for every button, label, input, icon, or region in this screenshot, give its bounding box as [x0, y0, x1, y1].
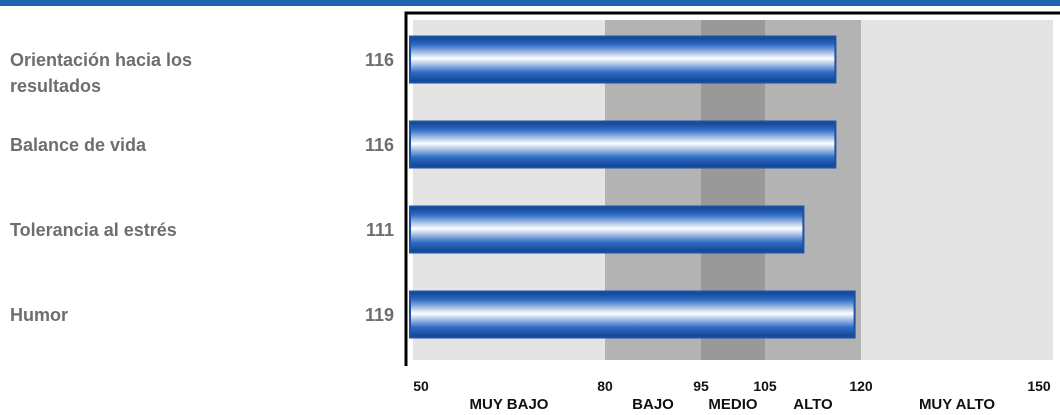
tick-label: 80 — [597, 378, 613, 394]
tick-label: 120 — [849, 378, 873, 394]
category-label: Balance de vida — [10, 134, 147, 155]
tick-label: 50 — [413, 378, 429, 394]
category-label: Orientación hacia los resultados — [10, 49, 193, 96]
zone-label: MUY BAJO — [469, 396, 549, 413]
zone-label: BAJO — [632, 396, 674, 413]
bar-3 — [409, 290, 856, 339]
category-label: Humor — [10, 304, 68, 325]
zone-band-4 — [861, 20, 1053, 360]
tick-label: 95 — [693, 378, 709, 394]
zone-label: MUY ALTO — [918, 396, 996, 413]
value-label: 116 — [364, 134, 394, 155]
value-label: 111 — [365, 219, 394, 240]
tick-label: 150 — [1027, 378, 1051, 394]
zone-label: MEDIO — [708, 396, 758, 413]
bar-2 — [409, 205, 805, 254]
zone-label: ALTO — [793, 396, 833, 413]
chart-frame — [404, 11, 1060, 366]
tick-label: 105 — [753, 378, 777, 394]
top-accent-rule — [0, 0, 1060, 6]
bar-0 — [409, 35, 837, 84]
category-label: Tolerancia al estrés — [10, 219, 177, 240]
value-label: 119 — [364, 304, 394, 325]
value-label: 116 — [364, 49, 394, 70]
bar-1 — [409, 120, 837, 169]
